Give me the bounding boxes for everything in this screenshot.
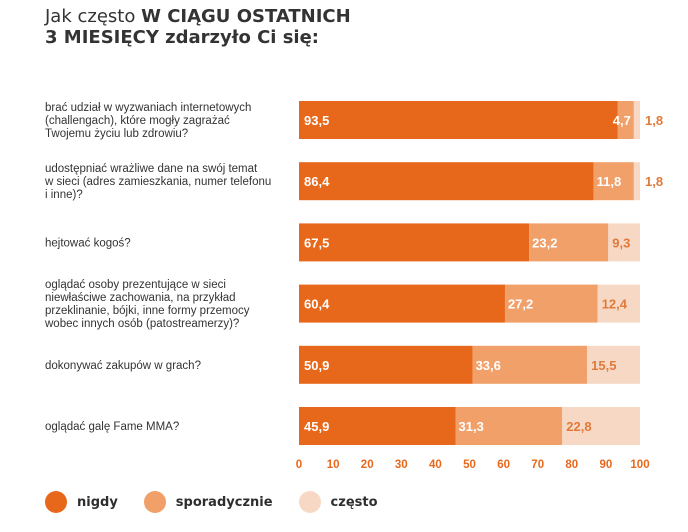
bar-segment-czesto: [633, 101, 640, 139]
bar-segment-nigdy: [299, 101, 618, 139]
data-label: 33,6: [476, 358, 501, 373]
x-tick-label: 60: [497, 459, 510, 471]
category-label: hejtować kogoś?: [45, 237, 131, 249]
data-label: 60,4: [304, 297, 330, 312]
bar-segment-sporadycznie: [472, 345, 588, 384]
x-tick-label: 100: [630, 459, 649, 471]
bar-segment-sporadycznie: [617, 101, 634, 139]
bar-segment-sporadycznie: [504, 284, 598, 323]
x-tick-label: 80: [565, 459, 578, 471]
title-prefix: Jak często: [45, 6, 142, 27]
bar-segment-czesto: [608, 223, 640, 262]
legend-label-sporadycznie: sporadycznie: [175, 494, 273, 510]
x-tick-label: 0: [296, 459, 302, 471]
category-label: brać udział w wyzwaniach internetowych (c…: [45, 102, 251, 140]
data-label: 50,9: [304, 358, 329, 373]
data-label: 12,4: [602, 297, 628, 312]
legend: nigdy sporadycznie często: [45, 491, 404, 513]
data-label: 27,2: [508, 297, 533, 312]
data-label: 4,7: [613, 113, 631, 128]
legend-item-sporadycznie: sporadycznie: [143, 491, 273, 513]
data-label: 67,5: [304, 235, 329, 250]
x-tick-label: 70: [531, 459, 544, 471]
legend-label-nigdy: nigdy: [77, 494, 118, 510]
data-label: 22,8: [566, 419, 591, 434]
bar-segment-sporadycznie: [529, 223, 609, 262]
bar-segment-czesto: [587, 345, 640, 384]
data-label: 9,3: [612, 235, 630, 250]
x-tick-label: 50: [463, 459, 476, 471]
bar-segment-nigdy: [299, 407, 456, 445]
bar-segment-nigdy: [299, 345, 473, 384]
bar-segment-nigdy: [299, 284, 505, 323]
x-tick-label: 10: [327, 459, 340, 471]
x-tick-label: 90: [600, 459, 613, 471]
title-line2: 3 MIESIĘCY zdarzyło Ci się:: [45, 27, 320, 48]
data-label: 1,8: [645, 174, 663, 189]
data-label: 93,5: [304, 113, 329, 128]
data-label: 23,2: [532, 235, 557, 250]
data-label: 31,3: [459, 419, 484, 434]
legend-swatch-sporadycznie: [143, 491, 166, 513]
category-label: udostępniać wrażliwe dane na swój temat w…: [44, 163, 271, 201]
bar-segment-nigdy: [299, 162, 594, 201]
x-tick-label: 30: [395, 459, 408, 471]
category-label: oglądać osoby prezentujące w sieci niewła…: [44, 279, 250, 330]
data-label: 1,8: [645, 113, 663, 128]
category-label: oglądać galę Fame MMA?: [45, 421, 179, 433]
bar-segment-czesto: [633, 162, 640, 201]
legend-swatch-czesto: [298, 491, 321, 513]
bar-segment-czesto: [597, 284, 640, 323]
data-label: 15,5: [591, 358, 616, 373]
legend-label-czesto: często: [330, 494, 378, 510]
bar-segment-czesto: [562, 407, 640, 445]
bar-segment-sporadycznie: [455, 407, 563, 445]
legend-item-czesto: często: [298, 491, 378, 513]
bar-segment-nigdy: [299, 223, 530, 262]
x-tick-label: 20: [361, 459, 374, 471]
data-label: 11,8: [597, 174, 622, 189]
stacked-bar-chart: brać udział w wyzwaniach internetowych (c…: [44, 101, 663, 471]
chart-title: Jak często W CIĄGU OSTATNICH 3 MIESIĘCY z…: [45, 6, 465, 48]
x-tick-label: 40: [429, 459, 442, 471]
data-label: 45,9: [304, 419, 329, 434]
bar-segment-sporadycznie: [593, 162, 634, 201]
title-emphasis: W CIĄGU OSTATNICH: [141, 6, 351, 27]
legend-item-nigdy: nigdy: [45, 491, 118, 513]
data-label: 86,4: [304, 174, 330, 189]
legend-swatch-nigdy: [45, 491, 67, 513]
category-label: dokonywać zakupów w grach?: [45, 360, 201, 372]
